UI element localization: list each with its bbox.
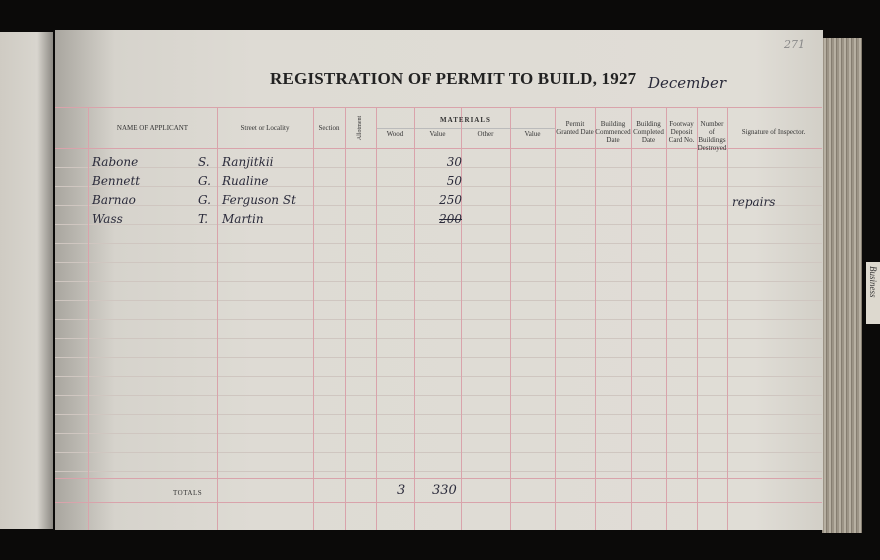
row-rule <box>55 186 822 187</box>
materials-rule <box>376 128 555 129</box>
ledger-page <box>55 30 823 530</box>
column-rule <box>414 107 415 530</box>
row-rule <box>55 395 822 396</box>
row-rule <box>55 338 822 339</box>
column-rule <box>595 107 596 530</box>
column-header-value2: Value <box>524 130 541 138</box>
column-rule <box>376 107 377 530</box>
row-rule <box>55 300 822 301</box>
column-header-other: Other <box>477 130 494 138</box>
row-rule <box>55 433 822 434</box>
column-header-street: Street or Locality <box>240 124 290 132</box>
applicant-name: Rabone <box>92 155 139 169</box>
column-header-section: Section <box>318 124 340 132</box>
column-header-destroyed: Number of Buildings Destroyed <box>697 120 727 152</box>
column-rule <box>697 107 698 530</box>
inspector-signature: repairs <box>732 195 776 209</box>
page-number: 271 <box>784 38 805 51</box>
row-rule <box>55 243 822 244</box>
material-value: 30 <box>446 155 462 169</box>
street-locality: Rualine <box>222 174 269 188</box>
totals-bottom-rule <box>55 502 822 503</box>
material-value: 50 <box>446 174 462 188</box>
row-rule <box>55 205 822 206</box>
facing-page <box>0 32 53 529</box>
row-rule <box>55 471 822 472</box>
month-entry: December <box>648 74 727 92</box>
column-header-commenced: Building Commenced Date <box>595 120 631 144</box>
material-value: 250 <box>439 193 462 207</box>
row-rule <box>55 262 822 263</box>
applicant-initial: G. <box>198 174 211 188</box>
header-bottom-rule <box>55 148 822 149</box>
totals-wood: 3 <box>397 483 406 498</box>
column-header-signature: Signature of Inspector. <box>741 128 806 136</box>
column-header-footway: Footway Deposit Card No. <box>668 120 695 144</box>
column-rule <box>345 107 346 530</box>
column-rule <box>666 107 667 530</box>
totals-value: 330 <box>432 483 457 498</box>
column-header-materials: MATERIALS <box>440 116 491 124</box>
applicant-name: Wass <box>92 212 123 226</box>
applicant-initial: T. <box>198 212 209 226</box>
applicant-name: Barnao <box>92 193 136 207</box>
column-rule <box>313 107 314 530</box>
totals-top-rule <box>55 478 822 479</box>
column-header-wood: Wood <box>386 130 404 138</box>
row-rule <box>55 357 822 358</box>
page-title: REGISTRATION OF PERMIT TO BUILD, 1927 <box>270 69 637 88</box>
applicant-initial: S. <box>198 155 210 169</box>
column-header-allotment: Allotment <box>357 115 363 141</box>
applicant-name: Bennett <box>92 174 141 188</box>
column-rule <box>727 107 728 530</box>
material-value: 200 <box>439 212 462 226</box>
column-header-permit_granted: Permit Granted Date <box>556 120 594 136</box>
street-locality: Ranjitkii <box>222 155 274 169</box>
row-rule <box>55 452 822 453</box>
row-rule <box>55 319 822 320</box>
index-tab: Business <box>866 262 880 324</box>
column-header-value1: Value <box>429 130 446 138</box>
index-tab-label: Business <box>868 266 878 298</box>
column-header-completed: Building Completed Date <box>633 120 664 144</box>
row-rule <box>55 414 822 415</box>
page-edges <box>822 38 862 533</box>
column-rule <box>88 107 89 530</box>
street-locality: Ferguson St <box>222 193 296 207</box>
row-rule <box>55 167 822 168</box>
totals-label: TOTALS <box>173 489 203 497</box>
column-rule <box>510 107 511 530</box>
column-rule <box>555 107 556 530</box>
column-rule <box>217 107 218 530</box>
header-top-rule <box>55 107 822 108</box>
row-rule <box>55 224 822 225</box>
street-locality: Martin <box>222 212 264 226</box>
row-rule <box>55 281 822 282</box>
row-rule <box>55 376 822 377</box>
column-rule <box>461 107 462 530</box>
column-rule <box>631 107 632 530</box>
column-header-name: NAME OF APPLICANT <box>116 124 189 132</box>
applicant-initial: G. <box>198 193 211 207</box>
